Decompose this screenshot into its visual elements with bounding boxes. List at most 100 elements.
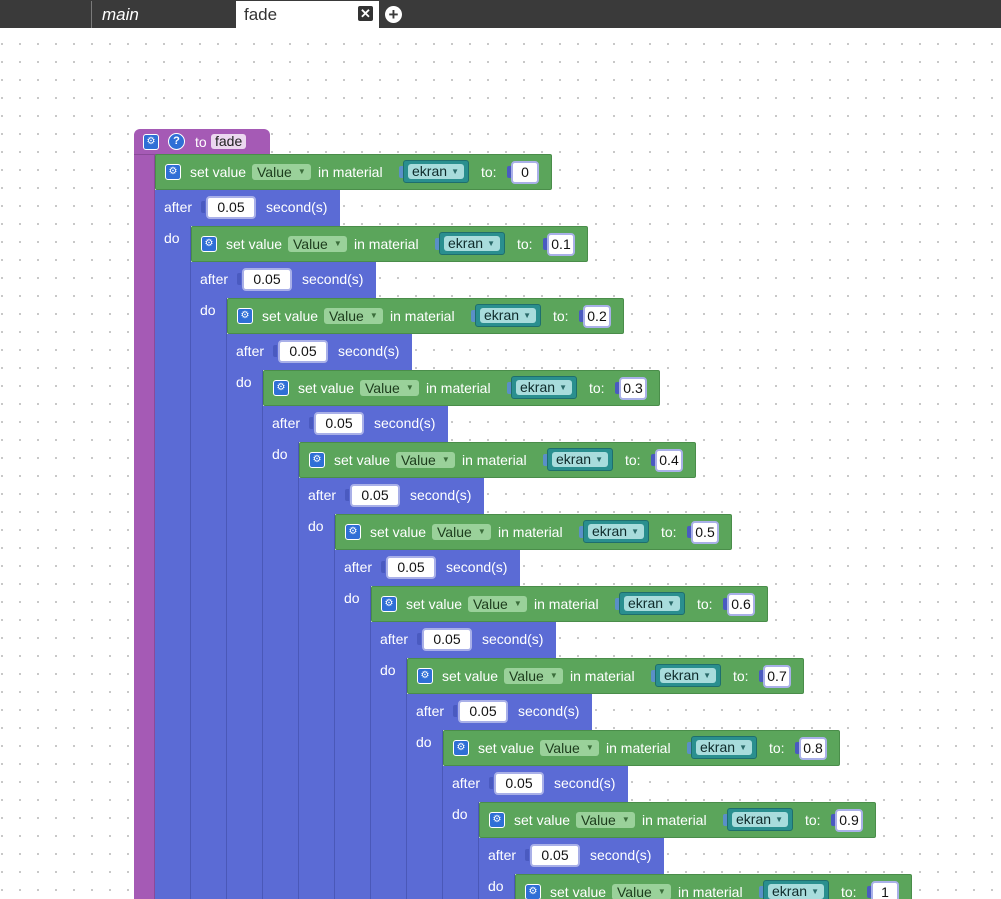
property-dropdown[interactable]: Value ▼ [324, 308, 383, 324]
value-field[interactable]: 0.1 [547, 233, 575, 256]
value-field[interactable]: 0.7 [763, 665, 791, 688]
material-block[interactable]: ekran ▼ [403, 160, 469, 183]
gear-icon[interactable]: ⚙ [143, 134, 159, 150]
procedure-name-field[interactable]: fade [211, 134, 247, 149]
delay-field[interactable]: 0.05 [242, 268, 292, 291]
delay-field[interactable]: 0.05 [422, 628, 472, 651]
property-dropdown[interactable]: Value ▼ [252, 164, 311, 180]
after-delay-block[interactable]: after 0.05 second(s) [299, 478, 484, 514]
material-dropdown[interactable]: ekran ▼ [768, 884, 824, 899]
help-icon[interactable]: ? [168, 133, 185, 150]
tab-fade[interactable]: fade [236, 1, 379, 28]
delay-field[interactable]: 0.05 [458, 700, 508, 723]
after-delay-block[interactable]: after 0.05 second(s) [407, 694, 592, 730]
value-field[interactable]: 0.3 [619, 377, 647, 400]
material-dropdown[interactable]: ekran ▼ [480, 308, 536, 323]
material-dropdown[interactable]: ekran ▼ [444, 236, 500, 251]
after-delay-block[interactable]: after 0.05 second(s) [155, 190, 340, 226]
material-block[interactable]: ekran ▼ [619, 592, 685, 615]
in-material-label: in material [606, 740, 671, 756]
gear-icon[interactable]: ⚙ [345, 524, 361, 540]
delay-field[interactable]: 0.05 [494, 772, 544, 795]
delay-field[interactable]: 0.05 [386, 556, 436, 579]
material-block[interactable]: ekran ▼ [583, 520, 649, 543]
delay-field[interactable]: 0.05 [314, 412, 364, 435]
delay-field[interactable]: 0.05 [350, 484, 400, 507]
property-dropdown[interactable]: Value ▼ [612, 884, 671, 899]
material-block[interactable]: ekran ▼ [547, 448, 613, 471]
delay-field[interactable]: 0.05 [530, 844, 580, 867]
gear-icon[interactable]: ⚙ [381, 596, 397, 612]
add-tab-icon[interactable]: + [385, 6, 402, 23]
material-block[interactable]: ekran ▼ [727, 808, 793, 831]
set-value-block[interactable]: ⚙ set value Value ▼ in material ekran ▼ to: 0.7 [407, 658, 804, 694]
material-block[interactable]: ekran ▼ [691, 736, 757, 759]
value-field[interactable]: 0.9 [835, 809, 863, 832]
material-block[interactable]: ekran ▼ [655, 664, 721, 687]
material-connector [507, 382, 511, 394]
set-value-block[interactable]: ⚙ set value Value ▼ in material ekran ▼ to: 0.9 [479, 802, 876, 838]
after-delay-block[interactable]: after 0.05 second(s) [443, 766, 628, 802]
gear-icon[interactable]: ⚙ [237, 308, 253, 324]
set-value-block[interactable]: ⚙ set value Value ▼ in material ekran ▼ to: 0 [155, 154, 552, 190]
set-value-block[interactable]: ⚙ set value Value ▼ in material ekran ▼ to: 0.5 [335, 514, 732, 550]
value-field[interactable]: 0.4 [655, 449, 683, 472]
material-dropdown[interactable]: ekran ▼ [408, 164, 464, 179]
gear-icon[interactable]: ⚙ [201, 236, 217, 252]
gear-icon[interactable]: ⚙ [309, 452, 325, 468]
value-field[interactable]: 1 [871, 881, 899, 899]
value-field[interactable]: 0.8 [799, 737, 827, 760]
after-delay-block[interactable]: after 0.05 second(s) [191, 262, 376, 298]
gear-icon[interactable]: ⚙ [489, 812, 505, 828]
property-dropdown[interactable]: Value ▼ [504, 668, 563, 684]
after-delay-block[interactable]: after 0.05 second(s) [263, 406, 448, 442]
material-dropdown[interactable]: ekran ▼ [624, 596, 680, 611]
gear-icon[interactable]: ⚙ [273, 380, 289, 396]
gear-icon[interactable]: ⚙ [525, 884, 541, 899]
set-value-label: set value [406, 596, 463, 612]
material-dropdown[interactable]: ekran ▼ [660, 668, 716, 683]
set-value-block[interactable]: ⚙ set value Value ▼ in material ekran ▼ to: 0.8 [443, 730, 840, 766]
tab-main[interactable]: main [91, 1, 236, 28]
property-dropdown[interactable]: Value ▼ [468, 596, 527, 612]
set-value-block[interactable]: ⚙ set value Value ▼ in material ekran ▼ to: 1 [515, 874, 912, 899]
material-dropdown[interactable]: ekran ▼ [732, 812, 788, 827]
material-block[interactable]: ekran ▼ [511, 376, 577, 399]
material-dropdown[interactable]: ekran ▼ [552, 452, 608, 467]
property-dropdown[interactable]: Value ▼ [360, 380, 419, 396]
set-value-block[interactable]: ⚙ set value Value ▼ in material ekran ▼ to: 0.2 [227, 298, 624, 334]
value-field[interactable]: 0.2 [583, 305, 611, 328]
material-dropdown[interactable]: ekran ▼ [696, 740, 752, 755]
material-block[interactable]: ekran ▼ [439, 232, 505, 255]
set-value-block[interactable]: ⚙ set value Value ▼ in material ekran ▼ to: 0.1 [191, 226, 588, 262]
delay-field[interactable]: 0.05 [206, 196, 256, 219]
property-dropdown[interactable]: Value ▼ [288, 236, 347, 252]
gear-icon[interactable]: ⚙ [453, 740, 469, 756]
gear-icon[interactable]: ⚙ [417, 668, 433, 684]
to-label: to: [589, 380, 605, 396]
property-dropdown[interactable]: Value ▼ [432, 524, 491, 540]
after-delay-block[interactable]: after 0.05 second(s) [479, 838, 664, 874]
after-delay-block[interactable]: after 0.05 second(s) [227, 334, 412, 370]
value-field[interactable]: 0.5 [691, 521, 719, 544]
after-delay-block[interactable]: after 0.05 second(s) [335, 550, 520, 586]
material-block[interactable]: ekran ▼ [763, 880, 829, 899]
gear-icon[interactable]: ⚙ [165, 164, 181, 180]
property-dropdown[interactable]: Value ▼ [540, 740, 599, 756]
property-dropdown[interactable]: Value ▼ [396, 452, 455, 468]
value-field[interactable]: 0 [511, 161, 539, 184]
delay-field[interactable]: 0.05 [278, 340, 328, 363]
material-dropdown[interactable]: ekran ▼ [516, 380, 572, 395]
procedure-definition-block[interactable]: ⚙ ? to fade [134, 129, 270, 155]
number-connector [417, 633, 421, 645]
value-field[interactable]: 0.6 [727, 593, 755, 616]
property-dropdown[interactable]: Value ▼ [576, 812, 635, 828]
set-value-block[interactable]: ⚙ set value Value ▼ in material ekran ▼ to: 0.6 [371, 586, 768, 622]
after-delay-block[interactable]: after 0.05 second(s) [371, 622, 556, 658]
set-value-block[interactable]: ⚙ set value Value ▼ in material ekran ▼ to: 0.3 [263, 370, 660, 406]
close-icon[interactable]: ✕ [358, 6, 373, 21]
material-block[interactable]: ekran ▼ [475, 304, 541, 327]
blockly-workspace[interactable]: ⚙ ? to fade ⚙ set value Value ▼ in material e… [0, 28, 1001, 899]
set-value-block[interactable]: ⚙ set value Value ▼ in material ekran ▼ to: 0.4 [299, 442, 696, 478]
material-dropdown[interactable]: ekran ▼ [588, 524, 644, 539]
